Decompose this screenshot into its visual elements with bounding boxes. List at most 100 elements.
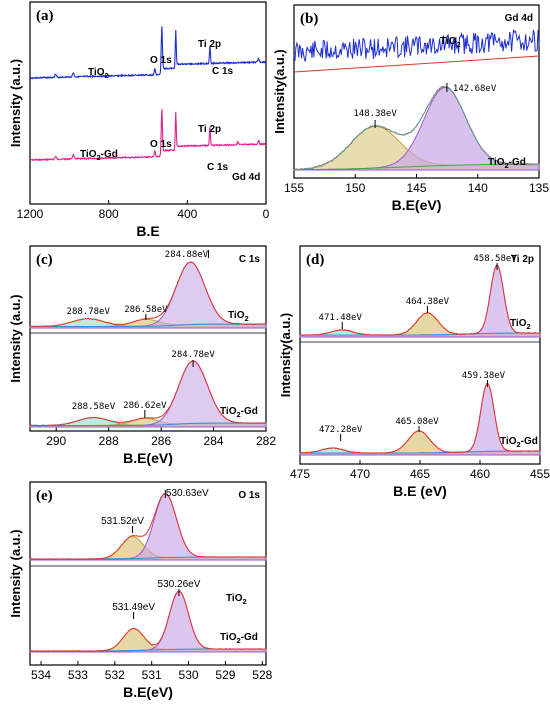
panel-label: (d) [306, 252, 324, 268]
x-tick-label: 0 [263, 207, 270, 221]
x-tick-label: 528 [252, 668, 272, 682]
peak-label: Ti 2p [198, 39, 221, 50]
series-label-tio2-gd: TiO2-Gd [488, 157, 526, 170]
peak-label: 288.58eV [72, 402, 116, 412]
peak-label: 459.38eV [462, 371, 506, 381]
panel-title: O 1s [238, 490, 260, 501]
x-tick-label: 140 [468, 181, 488, 195]
plot-frame [29, 1, 267, 205]
x-axis-label: B.E (eV) [393, 483, 447, 499]
y-axis-label: Intensity (a.u.) [8, 59, 23, 147]
panel-d: 475 470 465 460 455 B.E (eV) Intensity(a.u.) (d… [278, 245, 550, 499]
panel-title: Gd 4d [505, 13, 533, 24]
series-label-tio2-gd: TiO2-Gd [80, 149, 118, 162]
panel-title: C 1s [239, 254, 261, 265]
fit-background [30, 323, 266, 327]
x-tick-label: 532 [105, 668, 125, 682]
x-tick-label: 286 [151, 434, 171, 448]
y-axis-label: Intensity (a.u.) [8, 529, 23, 617]
peak-label: 458.58eV [473, 254, 517, 264]
peak-label: 284.88eV [165, 250, 209, 260]
x-tick-label: 534 [31, 668, 51, 682]
plot-frame [29, 481, 267, 666]
series-label-tio2-gd: TiO2-Gd [220, 406, 258, 419]
x-tick-label: 290 [46, 434, 66, 448]
series-label-tio2: TiO2 [226, 593, 247, 606]
panel-label: (e) [36, 488, 53, 504]
series-label-tio2: TiO2 [228, 310, 249, 323]
panel-label: (a) [36, 8, 54, 24]
peak-label: 142.68eV [453, 84, 497, 94]
x-tick-label: 475 [290, 467, 310, 481]
x-tick-label: 531 [142, 668, 162, 682]
panel-title: Ti 2p [511, 254, 534, 265]
x-axis-label: B.E(eV) [123, 684, 173, 700]
peak-label: 465.08eV [395, 417, 439, 427]
panel-a: 1200 800 400 0 B.E Intensity (a.u.) (a) TiO2 TiO… [8, 1, 270, 239]
x-tick-label: 282 [256, 434, 276, 448]
peak-label: 148.38eV [353, 109, 397, 119]
fit-background [30, 422, 266, 426]
series-label-tio2-gd: TiO2-Gd [220, 632, 258, 645]
series-label-tio2: TiO2 [88, 67, 109, 80]
x-tick-label: 455 [530, 467, 550, 481]
peak-label: 530.63eV [166, 488, 209, 499]
peak-label: 471.48eV [319, 313, 363, 323]
panel-e: 534 533 532 531 530 529 528 B.E(eV) Intensity (a… [8, 481, 273, 700]
fit-peak [29, 493, 267, 561]
fit-background [300, 450, 540, 454]
x-tick-label: 1200 [17, 207, 44, 221]
peak-label: 464.38eV [406, 297, 450, 307]
x-tick-label: 400 [177, 207, 197, 221]
peak-label: C 1s [212, 66, 234, 77]
peak-label: 472.28eV [319, 425, 363, 435]
x-tick-label: 150 [345, 181, 365, 195]
fit-peak [29, 360, 267, 428]
x-axis-label: B.E(eV) [392, 197, 442, 213]
x-tick-label: 470 [350, 467, 370, 481]
series-label-tio2: TiO2 [510, 318, 531, 331]
series-line-tio2 [293, 28, 540, 62]
x-tick-label: 533 [68, 668, 88, 682]
series-line-tio2-gd [299, 382, 541, 454]
peak-label: Ti 2p [198, 124, 221, 135]
peak-label: 284.78eV [171, 350, 215, 360]
series-line-tio2 [299, 265, 541, 337]
panel-label: (c) [36, 252, 53, 268]
series-line-tio2 [29, 26, 267, 80]
x-tick-label: 155 [284, 181, 304, 195]
series-line-tio2-gd [29, 109, 267, 162]
plot-frame [29, 245, 267, 432]
fit-line-tio2 [293, 55, 540, 73]
fit-envelope [293, 86, 539, 170]
series-line-tio2-gd [29, 360, 267, 427]
peak-label: O 1s [150, 139, 172, 150]
panel-c: 290 288 286 284 282 B.E(eV) Intensity (a.u.) (c… [8, 245, 276, 466]
peak-label: 530.26eV [158, 579, 201, 590]
x-tick-label: 145 [406, 181, 426, 195]
x-tick-label: 465 [410, 467, 430, 481]
x-tick-label: 284 [204, 434, 224, 448]
panel-b: 155 150 145 140 135 B.E(eV) Intensity(a.u.) (b)… [272, 4, 549, 213]
series-line-tio2-gd [29, 590, 267, 652]
panel-label: (b) [300, 11, 318, 27]
x-tick-label: 460 [470, 467, 490, 481]
fit-background [300, 332, 540, 336]
y-axis-label: Intensity(a.u.) [278, 313, 293, 398]
x-tick-label: 135 [529, 181, 549, 195]
x-axis-label: B.E(eV) [123, 450, 173, 466]
series-line-tio2 [29, 261, 267, 328]
peak-label: 286.58eV [124, 305, 168, 315]
series-line-tio2 [29, 492, 267, 560]
x-tick-label: 288 [99, 434, 119, 448]
y-axis-label: Intensity(a.u.) [272, 49, 287, 134]
series-label-tio2-gd: TiO2-Gd [500, 436, 538, 449]
peak-label: 286.62eV [123, 401, 167, 411]
y-axis-label: Intensity (a.u.) [8, 294, 23, 382]
x-tick-label: 529 [215, 668, 235, 682]
peak-label: C 1s [207, 162, 229, 173]
fit-background [293, 163, 539, 171]
peak-label: 288.78eV [67, 307, 111, 317]
x-tick-label: 800 [99, 207, 119, 221]
